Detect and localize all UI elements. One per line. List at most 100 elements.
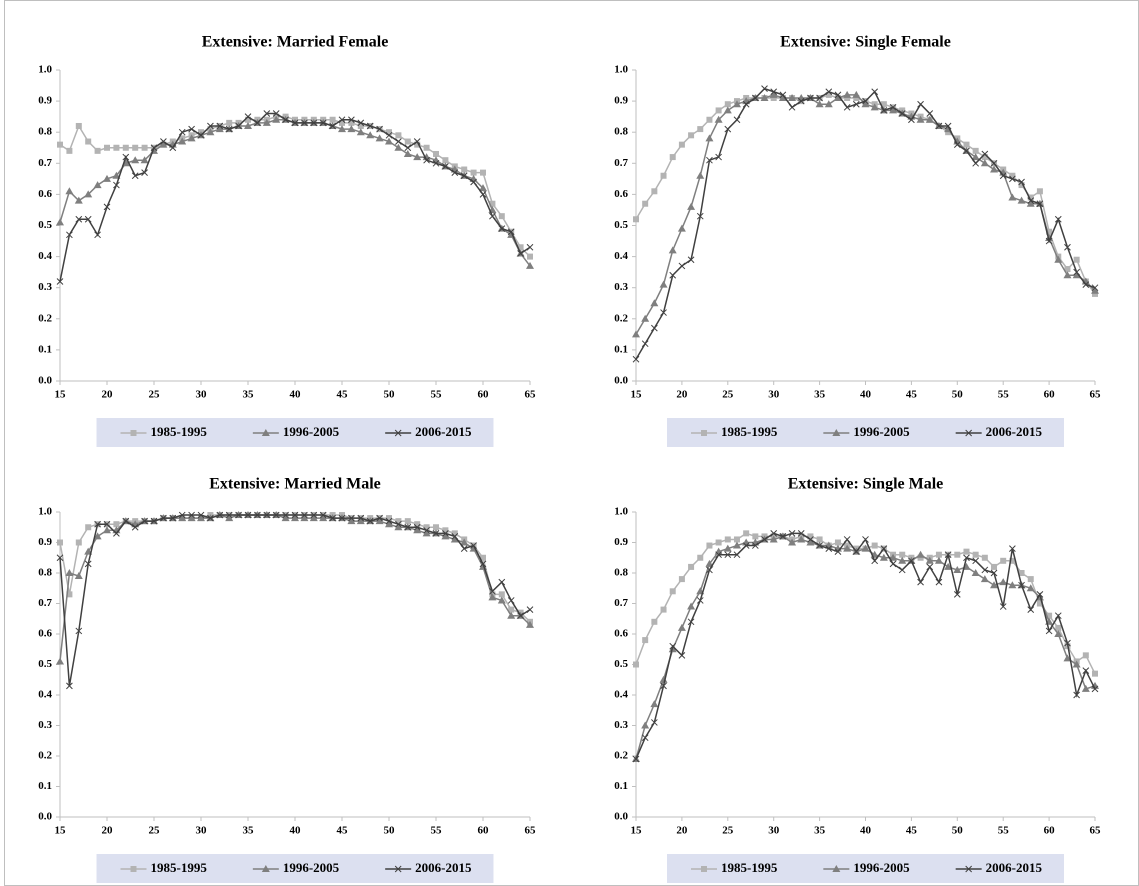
marker (688, 132, 695, 139)
marker (1073, 256, 1080, 263)
marker (291, 514, 299, 522)
marker (999, 578, 1008, 586)
marker (178, 128, 186, 136)
marker (348, 119, 355, 126)
panel: Extensive: Married Male 0.0 0.1 0.2 0.3 0.4 0.… (38, 476, 536, 883)
x-tick-label: 30 (196, 389, 208, 401)
marker (75, 122, 82, 129)
marker (778, 93, 787, 101)
marker (953, 141, 961, 148)
marker (1054, 612, 1062, 620)
marker (404, 518, 411, 525)
x-tick-label: 65 (1090, 825, 1102, 837)
marker (216, 511, 224, 519)
x-tick-label: 25 (722, 389, 734, 401)
marker (641, 340, 649, 348)
legend-marker (394, 429, 402, 437)
legend: 1985-1995 1996-2005 2006-2015 (667, 854, 1064, 883)
marker (479, 191, 487, 198)
marker (788, 103, 796, 111)
marker (413, 153, 422, 161)
legend-marker (701, 430, 707, 436)
marker (74, 196, 83, 204)
x-tick-label: 25 (722, 825, 734, 837)
marker (480, 554, 486, 561)
marker (641, 721, 650, 729)
marker (404, 144, 412, 152)
legend-label: 1996-2005 (853, 424, 910, 439)
marker (908, 557, 915, 565)
marker (206, 128, 215, 136)
marker (1063, 654, 1072, 662)
marker (498, 225, 506, 232)
marker (980, 159, 989, 167)
marker (972, 147, 979, 154)
legend-label: 1996-2005 (853, 860, 910, 875)
marker (442, 163, 449, 170)
marker (641, 314, 650, 322)
marker (489, 587, 496, 595)
marker (310, 119, 318, 127)
marker (272, 115, 281, 123)
marker (375, 134, 384, 142)
marker (422, 529, 431, 537)
marker (861, 544, 870, 552)
marker (807, 533, 814, 540)
marker (1064, 639, 1071, 647)
marker (263, 110, 271, 117)
legend-label: 2006-2015 (986, 860, 1043, 875)
marker (871, 88, 879, 96)
marker (75, 627, 83, 635)
marker (507, 597, 515, 604)
marker (141, 144, 148, 151)
x-tick-label: 45 (337, 825, 349, 837)
y-tick-label: 0.7 (614, 157, 628, 169)
marker (386, 515, 392, 522)
marker (677, 623, 686, 631)
marker (56, 218, 64, 226)
marker (990, 159, 998, 167)
marker (103, 174, 111, 182)
marker (526, 620, 534, 628)
marker (394, 523, 403, 531)
marker (1091, 286, 1099, 294)
marker (917, 554, 924, 561)
y-tick-label: 0.4 (38, 689, 52, 701)
marker (834, 539, 841, 546)
marker (833, 93, 842, 101)
marker (1036, 188, 1043, 195)
marker (517, 250, 524, 257)
marker (226, 119, 233, 126)
x-tick-label: 25 (149, 389, 161, 401)
marker (760, 93, 769, 101)
marker (470, 178, 477, 186)
marker (807, 94, 814, 102)
marker (843, 90, 852, 98)
marker (898, 110, 906, 117)
y-tick-label: 0.6 (614, 188, 628, 200)
marker (980, 575, 989, 583)
marker (880, 107, 888, 114)
marker (732, 100, 741, 108)
y-tick-label: 0.0 (614, 811, 628, 823)
marker (844, 94, 851, 101)
marker (908, 116, 915, 124)
marker (1073, 268, 1080, 276)
marker (843, 536, 851, 543)
marker (450, 535, 459, 543)
x-tick-label: 15 (631, 389, 643, 401)
marker (132, 144, 139, 151)
marker (660, 172, 667, 179)
x-tick-label: 40 (290, 825, 302, 837)
marker (990, 581, 999, 589)
y-tick-label: 0.0 (38, 375, 52, 387)
y-tick-label: 1.0 (38, 506, 52, 518)
marker (423, 526, 430, 534)
marker (1027, 197, 1035, 204)
marker (1008, 193, 1017, 201)
marker (159, 140, 168, 148)
marker (642, 637, 649, 644)
marker (944, 551, 952, 559)
x-tick-label: 50 (952, 825, 964, 837)
marker (442, 529, 449, 537)
